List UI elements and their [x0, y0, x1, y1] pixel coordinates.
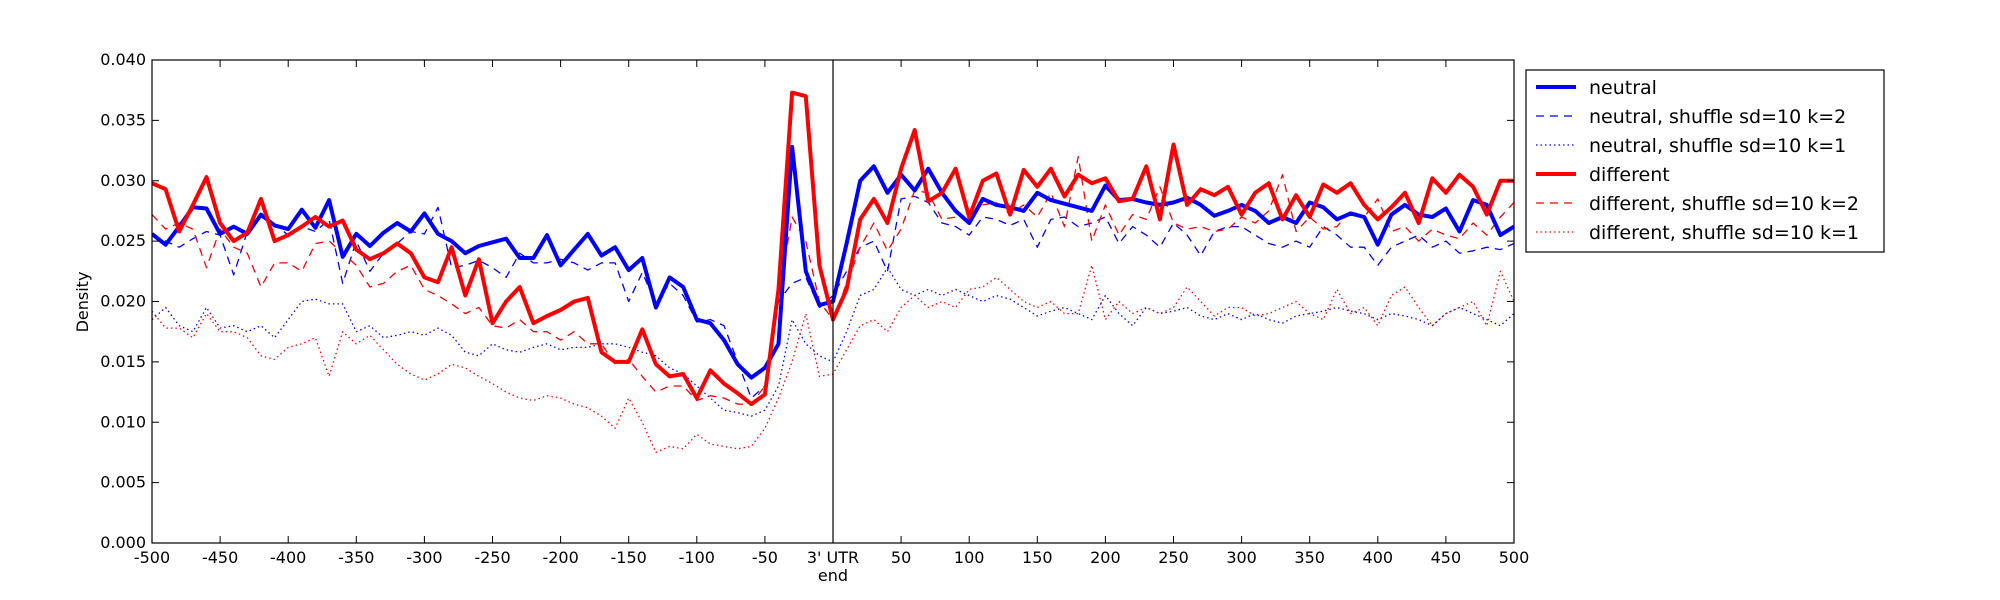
y-tick-label: 0.015: [100, 352, 146, 371]
x-tick-label: 100: [954, 548, 985, 567]
legend-label-2: neutral, shuffle sd=10 k=1: [1589, 135, 1846, 157]
x-tick-label: 50: [891, 548, 911, 567]
legend-label-3: different: [1589, 164, 1670, 186]
x-tick-label: -400: [270, 548, 306, 567]
y-tick-label: 0.035: [100, 110, 146, 129]
x-tick-label: 350: [1294, 548, 1325, 567]
y-axis-label: Density: [73, 272, 92, 333]
x-tick-label: 450: [1431, 548, 1462, 567]
x-tick-sublabel: end: [818, 566, 848, 585]
legend-label-0: neutral: [1589, 77, 1657, 99]
x-tick-label: 500: [1499, 548, 1530, 567]
series-line-1: [152, 195, 1514, 399]
legend-label-5: different, shuffle sd=10 k=1: [1589, 222, 1859, 244]
x-tick-label: -100: [679, 548, 715, 567]
x-tick-label: -50: [752, 548, 778, 567]
x-tick-label: -300: [406, 548, 442, 567]
x-tick-label: -200: [542, 548, 578, 567]
y-tick-label: 0.020: [100, 292, 146, 311]
y-tick-label: 0.030: [100, 171, 146, 190]
x-tick-label: 300: [1226, 548, 1257, 567]
x-tick-label: 150: [1022, 548, 1053, 567]
y-tick-label: 0.005: [100, 473, 146, 492]
x-tick-label: -500: [134, 548, 170, 567]
legend-label-1: neutral, shuffle sd=10 k=2: [1589, 106, 1846, 128]
legend-box: [1525, 69, 1885, 253]
y-tick-label: 0.010: [100, 412, 146, 431]
y-tick-label: 0.025: [100, 231, 146, 250]
legend-label-4: different, shuffle sd=10 k=2: [1589, 193, 1859, 215]
x-tick-label: 400: [1363, 548, 1394, 567]
x-tick-label: 250: [1158, 548, 1189, 567]
x-tick-label: -450: [202, 548, 238, 567]
y-tick-label: 0.000: [100, 533, 146, 552]
axis-ticks: -500 -450 -400 -350 -300 -250 -200 -150 -100 -50 3…: [100, 50, 1529, 585]
y-tick-label: 0.040: [100, 50, 146, 69]
x-tick-label: 3' UTR: [807, 548, 859, 567]
legend: neutral neutral, shuffle sd=10 k=2 neutral…: [1525, 69, 1885, 253]
x-tick-label: -350: [338, 548, 374, 567]
x-tick-label: 200: [1090, 548, 1121, 567]
x-tick-label: -250: [474, 548, 510, 567]
x-tick-label: -150: [611, 548, 647, 567]
